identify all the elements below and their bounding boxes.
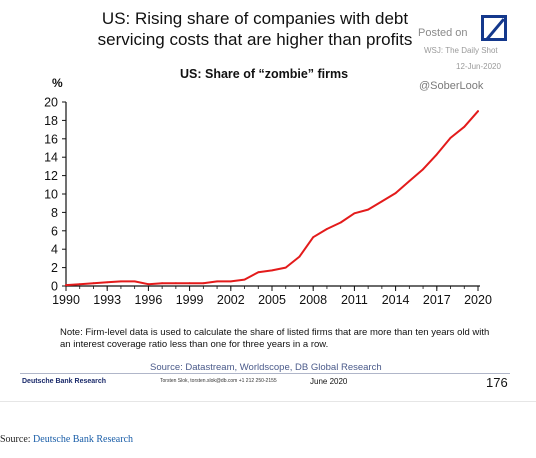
data-point [216,280,219,283]
x-tick-label: 2005 [258,293,286,307]
note-line-2: an interest coverage ratio less than one… [60,339,329,350]
footer-date: June 2020 [310,377,348,386]
data-point [298,255,301,258]
data-point [175,282,177,285]
footer-org: Deutsche Bank Research [22,378,107,385]
y-axis-unit: % [52,76,63,90]
x-tick-label: 2020 [464,293,492,307]
x-tick-label: 1993 [93,293,121,307]
data-point [408,180,411,183]
y-tick-label: 0 [51,280,58,294]
caption-source-link[interactable]: Deutsche Bank Research [33,434,134,445]
data-point [353,212,356,215]
y-tick-label: 20 [44,96,58,110]
x-tick-label: 2014 [382,293,410,307]
y-tick-label: 18 [44,114,58,128]
image-caption: Source: Deutsche Bank Research [0,434,133,445]
data-point [435,153,438,156]
data-point [133,280,136,283]
data-point [312,236,315,239]
chart-title: US: Share of “zombie” firms [180,67,349,81]
data-point [92,282,95,285]
y-tick-label: 10 [44,188,58,202]
deutsche-bank-logo-icon [481,15,507,41]
note-line-1: Note: Firm-level data is used to calcula… [60,327,490,338]
data-point [106,281,109,284]
y-tick-label: 6 [51,224,58,238]
data-point [284,266,287,269]
data-point [78,283,81,286]
data-point [422,168,424,171]
line-chart: 0 2 4 6 8 10 12 14 16 18 20 1990 1993 1996 1999 2002 200… [44,96,492,308]
data-point [477,110,479,113]
y-tick-label: 14 [44,151,58,165]
data-point [202,282,205,285]
data-point [394,192,397,195]
y-tick-label: 16 [44,132,58,146]
y-tick-label: 2 [51,261,58,275]
data-point [463,125,466,128]
data-point [120,280,122,283]
footer-contact: Torsten Slok, torsten.slok@db.com +1 212… [160,378,277,384]
footer-divider [20,373,510,374]
chart-figure: US: Rising share of companies with debt … [20,8,510,390]
x-tick-label: 2017 [423,293,451,307]
data-point [257,271,260,274]
twitter-handle: @SoberLook [419,80,484,92]
title-line-1: US: Rising share of companies with debt [101,9,409,28]
data-point [243,278,246,281]
x-tick-label: 2008 [299,293,327,307]
data-point [449,137,452,139]
title-line-2: servicing costs that are higher than pro… [97,30,413,49]
y-tick-label: 8 [51,206,58,220]
y-tick-label: 4 [51,243,58,257]
x-tick-label: 2002 [217,293,245,307]
posted-on-label: Posted on [418,27,468,39]
y-tick-label: 12 [44,169,58,183]
data-point [271,269,273,272]
x-tick-label: 1990 [52,293,80,307]
x-tick-label: 1996 [134,293,162,307]
figure-border [0,401,536,402]
chart-note: Note: Firm-level data is used to calcula… [60,327,510,351]
series-line [65,110,479,287]
posted-date: 12-Jun-2020 [456,62,501,71]
data-point [147,283,150,286]
data-point [161,282,164,285]
data-point [326,228,328,230]
x-tick-label: 2011 [341,293,368,307]
data-point [188,282,191,285]
data-source: Source: Datastream, Worldscope, DB Globa… [150,362,382,373]
x-tick-label: 1999 [176,293,204,307]
data-point [65,284,67,286]
chart-main-title: US: Rising share of companies with debt … [70,8,440,50]
data-point [339,221,342,224]
data-point [381,200,383,203]
page-number: 176 [486,375,508,390]
posted-source: WSJ: The Daily Shot [424,46,498,55]
data-point [229,280,232,283]
data-point [367,208,369,211]
caption-prefix: Source: [0,434,34,445]
